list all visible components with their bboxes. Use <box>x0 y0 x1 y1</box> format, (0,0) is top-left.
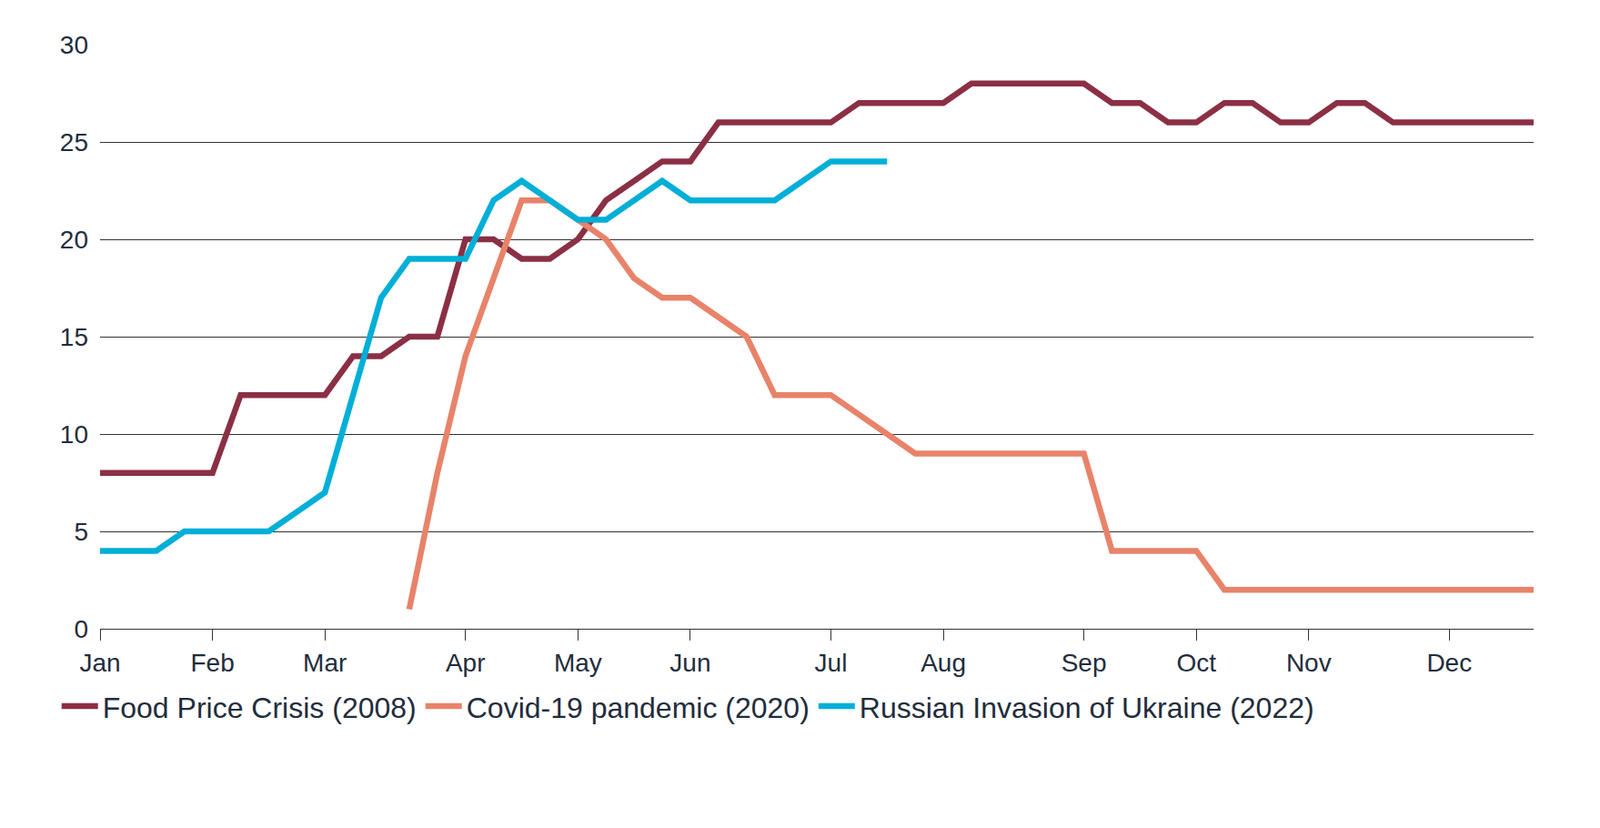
svg-text:May: May <box>553 648 603 677</box>
svg-text:25: 25 <box>60 128 89 157</box>
svg-text:Nov: Nov <box>1286 648 1332 677</box>
svg-text:Aug: Aug <box>920 648 967 677</box>
svg-text:Apr: Apr <box>445 648 486 677</box>
svg-text:30: 30 <box>60 30 89 60</box>
svg-text:Feb: Feb <box>190 648 234 677</box>
svg-text:Covid-19 pandemic (2020): Covid-19 pandemic (2020) <box>466 691 810 725</box>
svg-text:0: 0 <box>73 614 89 644</box>
svg-text:Jul: Jul <box>815 648 848 677</box>
svg-text:Mar: Mar <box>302 648 347 677</box>
svg-text:Oct: Oct <box>1176 648 1217 677</box>
svg-text:15: 15 <box>60 322 89 352</box>
svg-text:5: 5 <box>73 517 89 546</box>
svg-text:Russian Invasion of Ukraine (2: Russian Invasion of Ukraine (2022) <box>859 691 1315 725</box>
svg-text:10: 10 <box>60 420 89 449</box>
svg-text:Jan: Jan <box>79 648 121 677</box>
svg-text:Dec: Dec <box>1426 648 1472 677</box>
svg-text:Sep: Sep <box>1061 648 1107 677</box>
svg-text:Food Price Crisis (2008): Food Price Crisis (2008) <box>102 691 417 725</box>
svg-text:20: 20 <box>60 225 89 254</box>
svg-text:Jun: Jun <box>669 648 711 677</box>
